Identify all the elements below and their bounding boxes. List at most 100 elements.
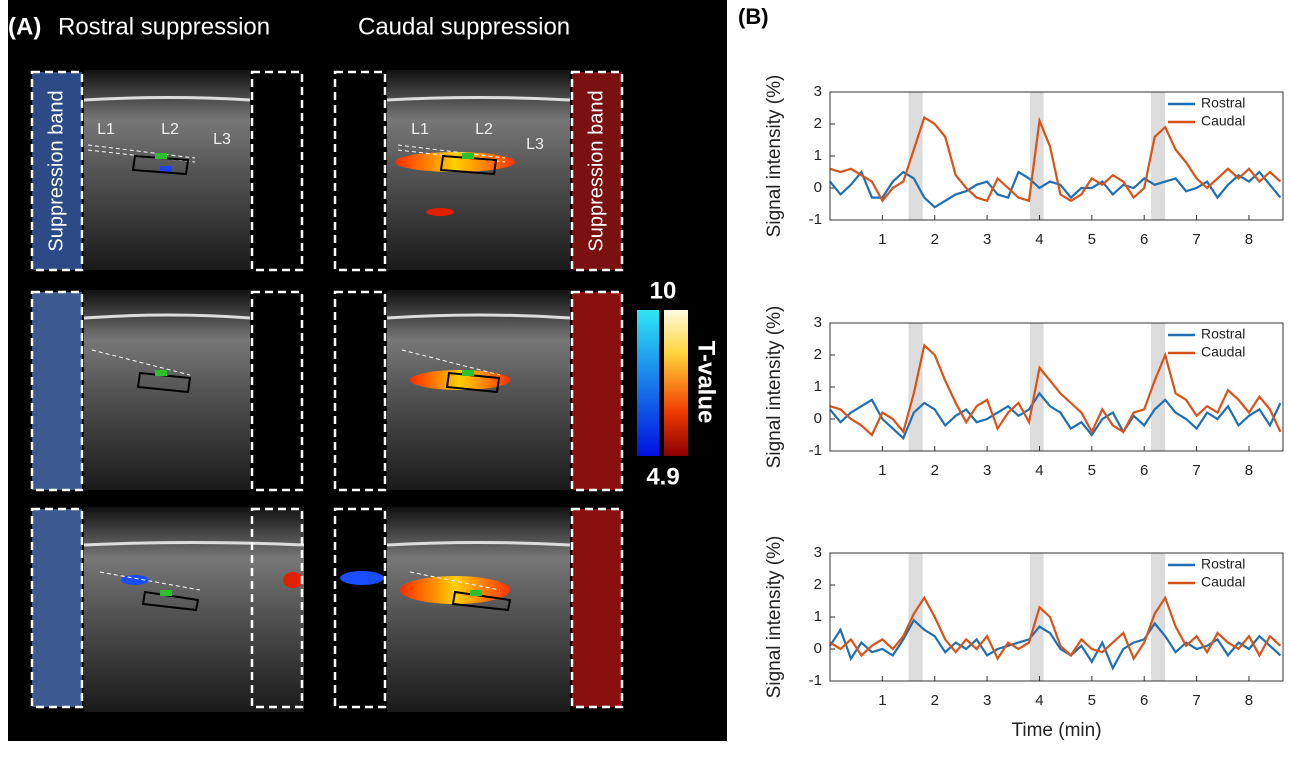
x-tick-label: 2 [931,692,939,709]
colorbar-min: 4.9 [646,463,679,490]
plot-frame [829,552,1284,682]
stimulus-period [1151,553,1166,681]
x-tick-label: 8 [1245,231,1253,248]
x-tick-label: 2 [931,462,939,479]
series-line [829,115,1282,203]
x-tick-label: 5 [1088,231,1096,248]
x-tick-label: 5 [1088,692,1096,709]
plot-frame [829,91,1284,221]
legend-label: Rostral [1201,326,1245,342]
band-label: Suppression band [585,90,607,251]
suppression-band [32,292,82,490]
x-tick-label: 5 [1088,462,1096,479]
suppression-band [572,72,622,270]
activation [395,152,515,172]
level-label: L3 [213,131,231,148]
legend-label: Caudal [1201,574,1245,590]
stimulus-period [1151,92,1166,220]
series-line [829,618,1282,671]
suppression-bands: Suppression band Suppression band [30,70,624,709]
y-tick-label: -1 [809,442,822,459]
panel-a: (A) Rostral suppression Caudal suppressi… [8,0,727,741]
series-line [829,391,1282,441]
legend-label: Rostral [1201,95,1245,111]
band-label: Suppression band [45,90,67,251]
x-tick-label: 2 [931,231,939,248]
y-tick-label: 3 [814,83,822,100]
x-tick-label: 7 [1192,231,1200,248]
surface-line [83,96,571,547]
panel-label: (A) [8,13,41,40]
image [387,507,570,712]
x-tick-label: 6 [1140,692,1148,709]
series-line [829,169,1282,209]
activation [410,370,510,390]
colorbar-max: 10 [650,277,677,304]
roi-outline [87,144,506,591]
plot-frame [829,322,1284,452]
activation [400,576,510,604]
band-outline [30,70,624,709]
level-label: L2 [475,121,493,138]
x-tick-label: 4 [1035,462,1043,479]
colorbar: 10 4.9 T-value [637,277,720,490]
colorbar-label: T-value [693,341,720,424]
y-tick-label: -1 [809,211,822,228]
x-tick-label: 7 [1192,462,1200,479]
y-tick-label: 2 [814,115,822,132]
y-tick-label: 1 [814,608,822,625]
legend-label: Caudal [1201,113,1245,129]
y-tick-label: 1 [814,147,822,164]
suppression-band [572,509,622,707]
x-tick-label: 6 [1140,462,1148,479]
stimulus-period [1151,323,1166,451]
x-tick-label: 3 [983,692,991,709]
y-tick-label: 0 [814,179,822,196]
series-line [829,343,1282,437]
x-axis-label: Time (min) [1011,720,1101,741]
roi-box [131,154,512,612]
x-tick-label: 1 [878,692,886,709]
level-label: L1 [97,121,115,138]
series-line [829,595,1282,661]
x-tick-label: 1 [878,231,886,248]
x-tick-label: 3 [983,231,991,248]
suppression-band [32,509,82,707]
legend-label: Caudal [1201,344,1245,360]
colorbar-cool [637,310,659,456]
y-axis-label: Signal intensity (%) [764,306,785,469]
y-tick-label: -1 [809,672,822,689]
x-tick-label: 3 [983,462,991,479]
y-tick-label: 0 [814,640,822,657]
suppression-band [572,292,622,490]
x-tick-label: 7 [1192,692,1200,709]
level-label: L1 [411,121,429,138]
y-tick-label: 1 [814,378,822,395]
level-label: L3 [526,136,544,153]
colorbar-hot [664,310,688,456]
y-tick-label: 0 [814,410,822,427]
level-label: L2 [161,121,179,138]
x-tick-label: 8 [1245,462,1253,479]
panel-label: (B) [738,4,769,29]
column-title: Caudal suppression [358,13,570,40]
activation [283,572,303,588]
activation [340,571,384,585]
activation [426,208,454,216]
y-axis-label: Signal intensity (%) [764,75,785,238]
stimulus-period [1030,92,1044,220]
roi [160,166,172,172]
y-tick-label: 2 [814,576,822,593]
suppression-band [32,72,82,270]
image-grid [83,70,571,712]
x-tick-label: 4 [1035,692,1043,709]
x-tick-label: 8 [1245,692,1253,709]
stimulus-period [908,553,923,681]
x-tick-label: 6 [1140,231,1148,248]
y-tick-label: 2 [814,346,822,363]
y-tick-label: 3 [814,544,822,561]
y-tick-label: 3 [814,314,822,331]
x-tick-label: 1 [878,462,886,479]
y-axis-label: Signal intensity (%) [764,536,785,699]
